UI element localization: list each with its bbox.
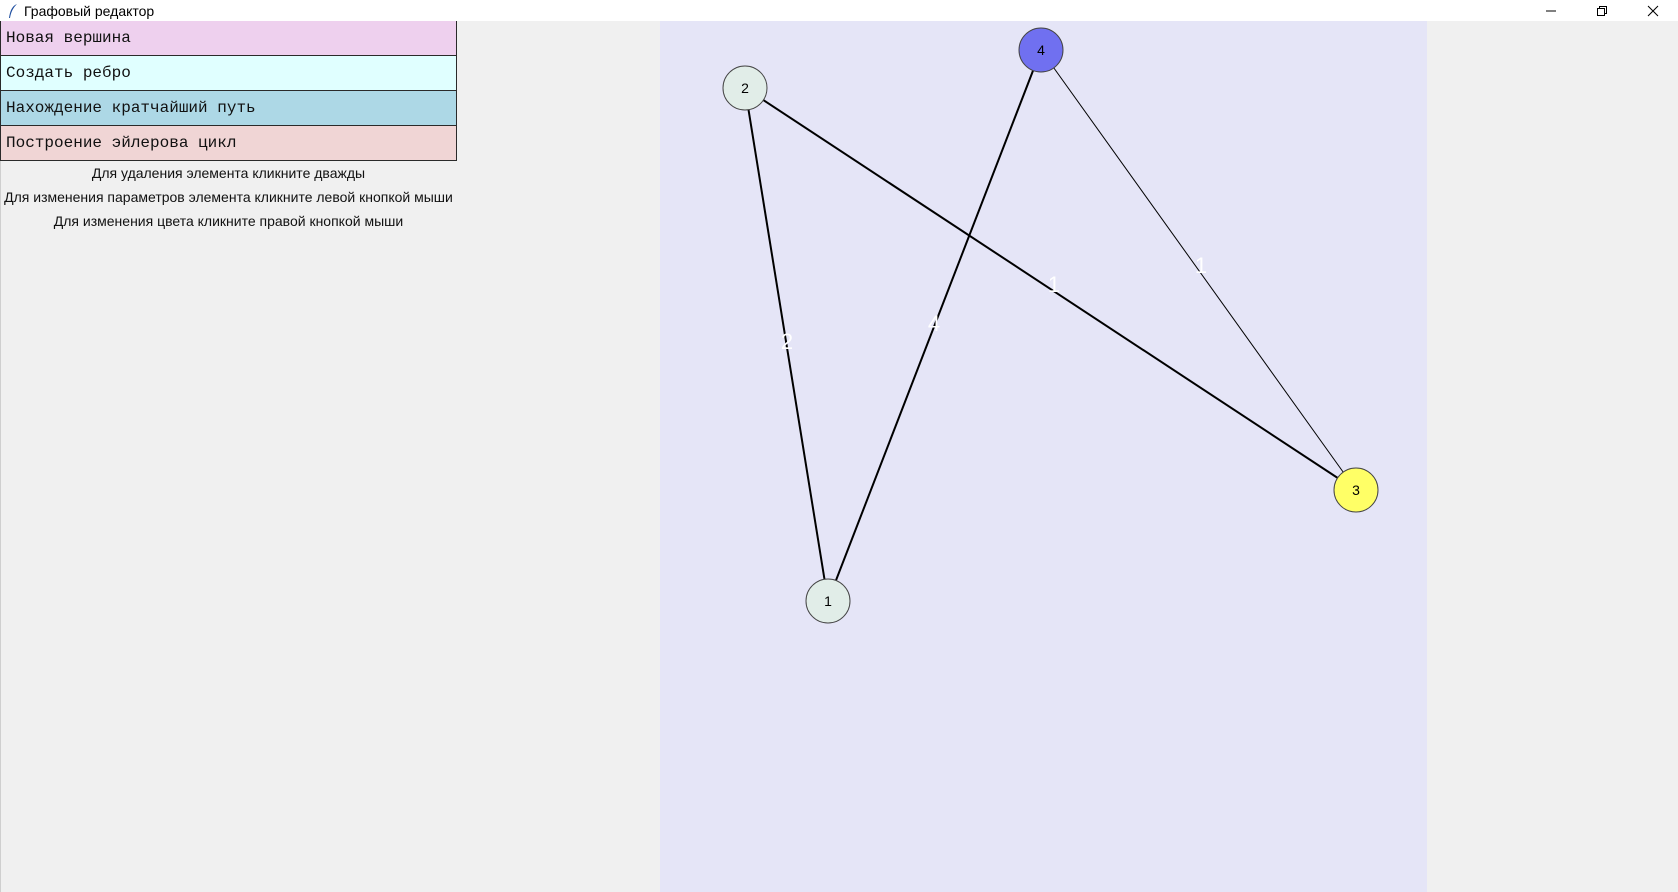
edge-2-3[interactable] [744, 87, 1357, 491]
hint-edit-params: Для изменения параметров элемента кликни… [4, 189, 453, 205]
minimize-icon [1545, 10, 1556, 11]
minimize-button[interactable] [1525, 0, 1576, 21]
hint-delete: Для удаления элемента кликните дважды [91, 165, 366, 181]
hint-change-color: Для изменения цвета кликните правой кноп… [53, 213, 404, 229]
euler-cycle-button[interactable]: Построение эйлерова цикл [0, 126, 457, 161]
edge-weight-2-1: 2 [781, 329, 793, 354]
vertex-label: 3 [1352, 482, 1360, 498]
new-vertex-button[interactable]: Новая вершина [0, 21, 457, 56]
edge-4-1[interactable] [827, 49, 1042, 602]
close-icon [1647, 5, 1658, 16]
edge-2-1[interactable] [744, 87, 829, 602]
edge-weight-2-3: 1 [1048, 272, 1060, 297]
restore-icon [1596, 5, 1607, 16]
vertex-1[interactable]: 1 [805, 578, 851, 624]
vertex-3[interactable]: 3 [1333, 467, 1379, 513]
edge-4-3[interactable] [1040, 49, 1357, 491]
vertex-label: 4 [1037, 42, 1045, 58]
edge-weight-4-3: 1 [1195, 253, 1207, 278]
feather-icon [4, 2, 22, 20]
window-title: Графовый редактор [24, 2, 155, 19]
vertex-2[interactable]: 2 [722, 65, 768, 111]
graph-canvas[interactable] [660, 21, 1427, 892]
vertex-4[interactable]: 4 [1018, 27, 1064, 73]
create-edge-button[interactable]: Создать ребро [0, 56, 457, 91]
window-left-border [0, 21, 1, 892]
title-bar: Графовый редактор [0, 0, 1678, 21]
edge-weight-4-1: 4 [928, 311, 940, 336]
shortest-path-button[interactable]: Нахождение кратчайший путь [0, 91, 457, 126]
vertex-label: 1 [824, 593, 832, 609]
vertex-label: 2 [741, 80, 749, 96]
toolbar-menu: Новая вершина Создать ребро Нахождение к… [0, 21, 457, 161]
restore-button[interactable] [1576, 0, 1627, 21]
close-button[interactable] [1627, 0, 1678, 21]
